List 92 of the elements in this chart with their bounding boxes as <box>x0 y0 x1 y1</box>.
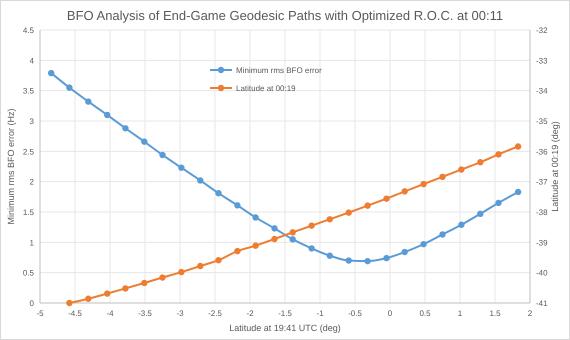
x-tick-label: 2 <box>528 309 533 318</box>
point <box>104 290 110 297</box>
y2-tick-label: -37 <box>536 178 548 187</box>
point <box>402 188 408 195</box>
point <box>66 300 73 306</box>
point <box>308 222 315 229</box>
x-tick-label: 1.5 <box>489 309 502 318</box>
y-tick-label: 0 <box>30 299 35 308</box>
x-tick-label: -5 <box>36 309 44 318</box>
y-tick-label: 1.5 <box>22 208 35 217</box>
point <box>439 231 446 238</box>
y2-tick-label: -34 <box>536 86 548 96</box>
x-tick-label: 1 <box>458 309 463 318</box>
y-tick-label: 0.5 <box>22 268 35 278</box>
y2-tick-label: -33 <box>536 56 548 66</box>
point <box>141 138 148 145</box>
point <box>514 143 522 150</box>
x-tick-label: -2.5 <box>208 309 222 318</box>
point <box>252 214 259 221</box>
point <box>197 177 204 184</box>
point <box>271 236 278 242</box>
point <box>159 152 166 158</box>
x-tick-label: -1.5 <box>278 309 292 318</box>
y-tick-label: 2.5 <box>22 147 35 156</box>
point <box>215 190 222 196</box>
point <box>383 195 390 202</box>
point <box>346 257 352 264</box>
point <box>48 70 54 76</box>
point <box>383 254 390 262</box>
point <box>271 225 278 232</box>
y2-tick-label: -36 <box>536 147 548 156</box>
x-tick-label: 0 <box>388 309 393 318</box>
point <box>122 285 129 292</box>
point <box>197 262 204 270</box>
x-tick-label: -2 <box>246 309 254 318</box>
point <box>326 216 333 222</box>
y2-tick-label: -35 <box>536 117 548 126</box>
legend-label: Latitude at 00:19 <box>236 84 296 93</box>
point <box>402 248 408 256</box>
y2-tick-label: -38 <box>536 208 548 217</box>
y2-tick-label: -39 <box>536 238 548 248</box>
y-tick-label: 3.5 <box>22 86 35 96</box>
y-axis-title: Minimum rms BFO error (Hz) <box>6 108 16 224</box>
y2-tick-label: -41 <box>536 299 548 308</box>
x-tick-label: 0.5 <box>419 309 432 318</box>
x-tick-label: -4 <box>106 309 114 318</box>
point <box>234 248 241 254</box>
point <box>514 188 522 196</box>
point <box>477 159 484 166</box>
x-tick-label: -1 <box>316 309 324 318</box>
chart-title: BFO Analysis of End-Game Geodesic Paths with Optimized R.O.C. at 00:11 <box>66 8 504 23</box>
x-tick-label: -4.5 <box>68 309 82 318</box>
point <box>477 210 484 218</box>
y-tick-label: 2 <box>30 178 35 187</box>
point <box>178 164 185 171</box>
point <box>215 257 222 264</box>
point <box>495 151 502 158</box>
point <box>290 229 296 236</box>
y2-axis-title: Latitude at 00:19 (deg) <box>550 121 560 212</box>
y-tick-label: 3 <box>30 117 35 126</box>
point <box>364 258 371 264</box>
point <box>290 236 296 242</box>
point <box>159 274 166 281</box>
y-tick-label: 4 <box>30 56 35 66</box>
point <box>178 268 185 276</box>
point <box>85 296 92 302</box>
point <box>141 280 148 286</box>
point <box>252 242 259 249</box>
point <box>234 202 241 209</box>
x-axis-title: Latitude at 19:41 UTC (deg) <box>229 323 341 333</box>
point <box>308 245 315 252</box>
x-tick-label: -0.5 <box>348 309 362 318</box>
y-tick-label: 1 <box>30 238 35 248</box>
point <box>458 222 465 228</box>
y2-tick-label: -32 <box>536 26 548 35</box>
x-tick-label: -3.5 <box>138 309 152 318</box>
y-tick-label: 4.5 <box>22 26 35 35</box>
point <box>104 112 110 118</box>
point <box>495 200 502 206</box>
point <box>439 174 446 180</box>
point <box>420 240 427 248</box>
point <box>364 202 371 209</box>
y2-tick-label: -40 <box>536 268 548 278</box>
point <box>122 125 129 132</box>
point <box>66 84 73 91</box>
x-tick-label: -3 <box>176 309 184 318</box>
point <box>346 209 352 216</box>
point <box>458 166 465 173</box>
point <box>326 252 333 259</box>
point <box>420 180 427 188</box>
point <box>85 98 92 105</box>
legend-label: Minimum rms BFO error <box>236 66 322 75</box>
